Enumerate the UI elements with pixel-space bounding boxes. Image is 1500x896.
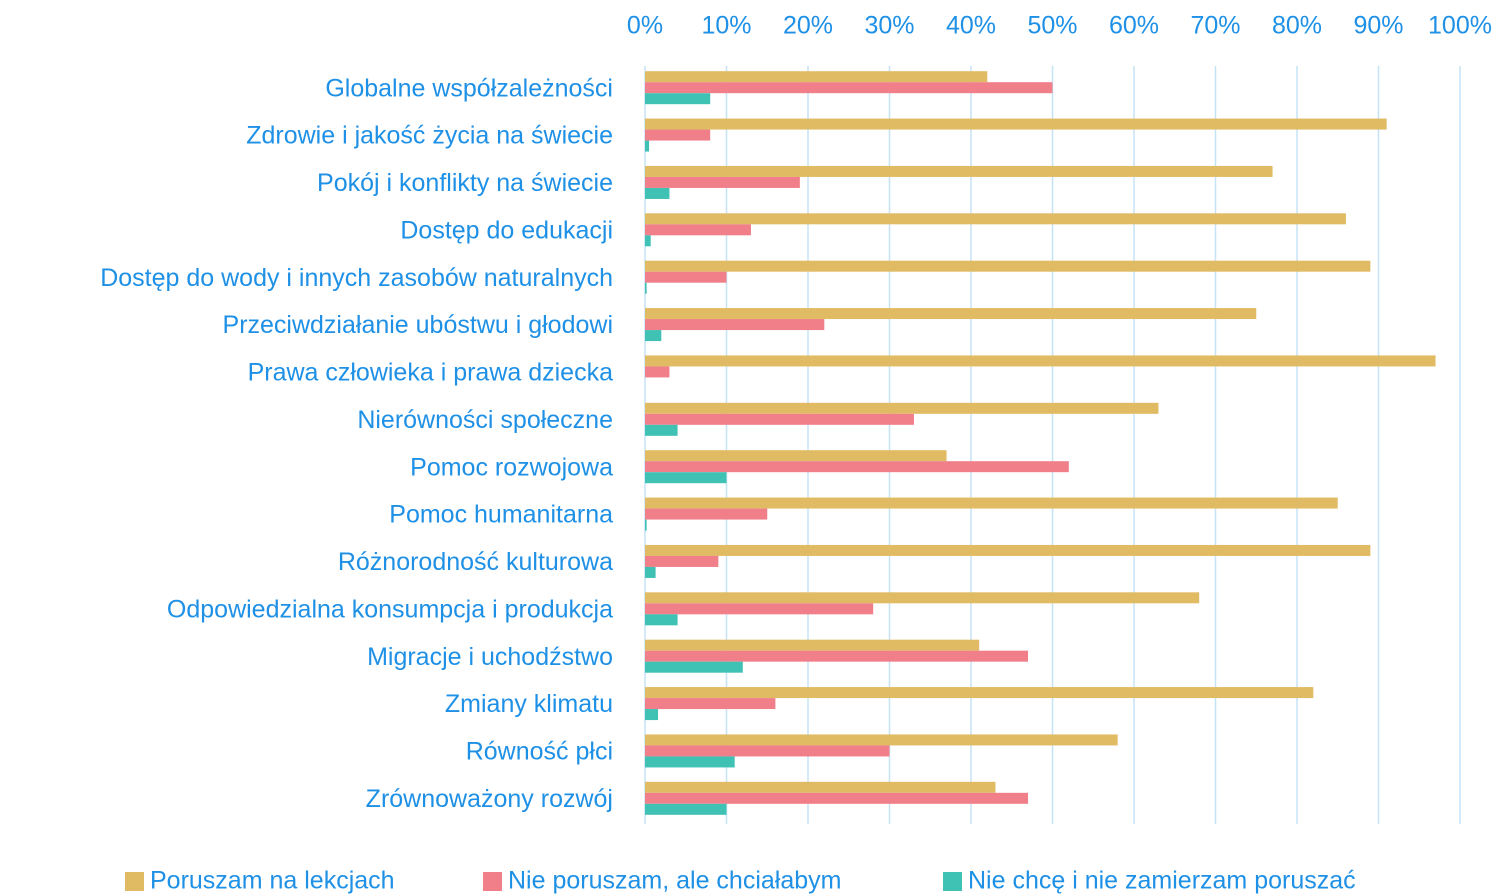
y-tick-label: Dostęp do edukacji	[400, 216, 613, 244]
y-tick-label: Różnorodność kulturowa	[338, 548, 613, 576]
bar	[645, 308, 1257, 320]
bar	[645, 355, 1436, 367]
legend-swatch	[943, 872, 962, 891]
y-tick-label: Przeciwdziałanie ubóstwu i głodowi	[223, 311, 613, 339]
bar	[645, 592, 1200, 604]
y-tick-label: Pokój i konflikty na świecie	[317, 169, 613, 197]
bar	[645, 614, 678, 626]
x-tick-label: 10%	[701, 12, 751, 40]
x-tick-label: 60%	[1109, 12, 1159, 40]
x-tick-label: 80%	[1272, 12, 1322, 40]
y-tick-label: Dostęp do wody i innych zasobów naturaln…	[100, 264, 613, 292]
y-tick-label: Pomoc rozwojowa	[410, 453, 613, 481]
y-tick-label: Zmiany klimatu	[445, 690, 613, 718]
legend-swatch	[483, 872, 502, 891]
bar	[645, 330, 662, 342]
bar	[645, 282, 647, 294]
x-tick-label: 40%	[946, 12, 996, 40]
y-tick-label: Równość płci	[466, 738, 613, 766]
y-tick-label: Pomoc humanitarna	[389, 501, 613, 529]
bar	[645, 698, 776, 710]
bar	[645, 235, 651, 247]
bar	[645, 709, 659, 721]
bar	[645, 461, 1069, 473]
bar	[645, 366, 670, 378]
bar	[645, 555, 719, 567]
bar	[645, 260, 1371, 272]
x-tick-label: 20%	[783, 12, 833, 40]
bar	[645, 213, 1346, 225]
bar	[645, 187, 670, 199]
y-tick-label: Zrównoważony rozwój	[366, 785, 613, 813]
bar	[645, 271, 727, 283]
bar	[645, 566, 656, 578]
y-tick-label: Globalne współzależności	[325, 74, 613, 102]
bar	[645, 792, 1029, 804]
legend-label: Poruszam na lekcjach	[150, 867, 395, 895]
x-tick-label: 90%	[1353, 12, 1403, 40]
bar	[645, 734, 1118, 746]
bar	[645, 544, 1371, 556]
bar	[645, 165, 1273, 177]
x-tick-label: 50%	[1027, 12, 1077, 40]
bar	[645, 639, 980, 651]
x-tick-label: 30%	[864, 12, 914, 40]
bar	[645, 450, 947, 462]
bar	[645, 319, 825, 331]
x-tick-label: 0%	[627, 12, 663, 40]
bar	[645, 402, 1159, 414]
bar	[645, 413, 914, 425]
bar	[645, 424, 678, 436]
bar	[645, 519, 647, 531]
bar	[645, 745, 890, 757]
y-tick-label: Odpowiedzialna konsumpcja i produkcja	[167, 595, 613, 623]
x-tick-label: 70%	[1190, 12, 1240, 40]
bar	[645, 603, 874, 615]
bar	[645, 129, 711, 141]
y-tick-label: Migracje i uchodźstwo	[367, 643, 613, 671]
bar	[645, 224, 751, 236]
bar	[645, 140, 650, 152]
legend-swatch	[125, 872, 144, 891]
bar	[645, 661, 743, 673]
bar	[645, 781, 996, 793]
y-tick-label: Zdrowie i jakość życia na świecie	[246, 122, 613, 150]
legend-label: Nie chcę i nie zamierzam poruszać	[968, 867, 1356, 895]
bar	[645, 82, 1053, 94]
bar	[645, 650, 1029, 662]
bar	[645, 756, 735, 768]
bar	[645, 508, 768, 520]
bar	[645, 176, 800, 188]
bar	[645, 93, 711, 105]
x-tick-label: 100%	[1428, 12, 1492, 40]
bar	[645, 118, 1387, 130]
bar	[645, 803, 727, 815]
legend-label: Nie poruszam, ale chciałabym	[508, 867, 841, 895]
y-tick-label: Prawa człowieka i prawa dziecka	[248, 359, 614, 387]
bar	[645, 71, 988, 83]
bar	[645, 497, 1338, 509]
bar	[645, 472, 727, 484]
y-tick-label: Nierówności społeczne	[357, 406, 613, 434]
bar	[645, 687, 1314, 699]
